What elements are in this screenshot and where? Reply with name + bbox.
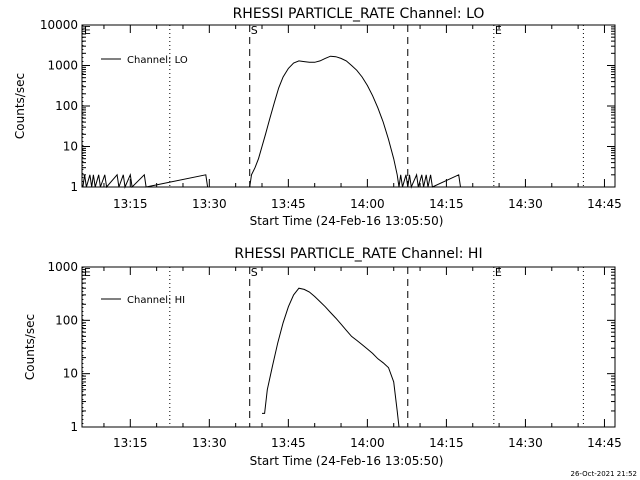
x-axis-label: Start Time (24-Feb-16 13:05:50) (250, 454, 444, 468)
x-tick-label: 13:45 (271, 197, 306, 211)
lo-channel-panel: RHESSI PARTICLE_RATE Channel: LO 13:15 13:… (13, 6, 622, 228)
x-tick-label: 14:00 (350, 436, 385, 450)
series-line-0 (262, 287, 400, 428)
y-axis-label: Counts/sec (13, 73, 27, 139)
y-tick-label: 10 (63, 140, 78, 154)
y-tick-label: 10 (63, 367, 78, 381)
x-tick-label: 13:45 (271, 436, 306, 450)
y-tick-label: 1 (70, 180, 78, 194)
time-marker-label: E (84, 266, 91, 279)
time-marker-label: E (495, 266, 502, 279)
time-marker-label: E (84, 24, 91, 37)
x-tick-label: 14:30 (508, 197, 543, 211)
x-tick-label: 13:15 (113, 197, 148, 211)
time-marker-label: S (251, 266, 258, 279)
time-marker-label: S (251, 24, 258, 37)
x-tick-label: 14:00 (350, 197, 385, 211)
plot-frame (81, 24, 616, 188)
chart-title: RHESSI PARTICLE_RATE Channel: HI (234, 246, 482, 262)
legend-entry: Channel: HI (127, 295, 185, 306)
x-tick-label: 14:15 (429, 436, 464, 450)
x-tick-label: 14:45 (587, 197, 622, 211)
series-line-0 (82, 55, 461, 189)
chart-title: RHESSI PARTICLE_RATE Channel: LO (233, 6, 485, 22)
plot-frame (81, 266, 616, 428)
y-tick-label: 100 (55, 313, 78, 327)
y-tick-label: 1000 (47, 59, 78, 73)
time-marker-label: E (495, 24, 502, 37)
x-tick-label: 13:30 (192, 436, 227, 450)
hi-channel-panel: RHESSI PARTICLE_RATE Channel: HI 13:15 13:… (23, 246, 622, 468)
y-tick-label: 1 (70, 420, 78, 434)
y-tick-label: 10000 (40, 18, 78, 32)
x-tick-label: 13:15 (113, 436, 148, 450)
plot-timestamp: 26-Oct-2021 21:52 (571, 470, 637, 478)
x-axis-label: Start Time (24-Feb-16 13:05:50) (250, 214, 444, 228)
x-tick-label: 14:30 (508, 436, 543, 450)
x-tick-label: 14:45 (587, 436, 622, 450)
x-tick-label: 13:30 (192, 197, 227, 211)
y-axis-label: Counts/sec (23, 314, 37, 380)
legend-entry: Channel: LO (127, 55, 188, 66)
x-tick-label: 14:15 (429, 197, 464, 211)
y-tick-label: 100 (55, 99, 78, 113)
y-tick-label: 1000 (47, 260, 78, 274)
